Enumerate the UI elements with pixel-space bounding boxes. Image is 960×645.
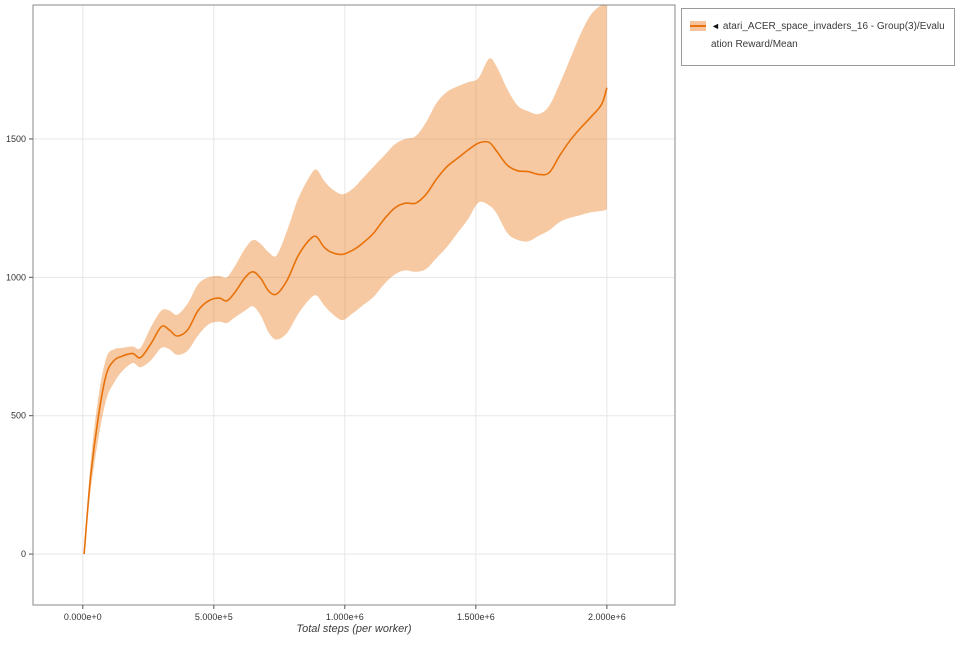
series-label: atari_ACER_space_invaders_16 - Group(3)/… — [711, 21, 945, 50]
x-tick-label: 1.500e+6 — [457, 612, 495, 622]
legend: ◄ atari_ACER_space_invaders_16 - Group(3)… — [681, 8, 955, 66]
x-tick-label: 0.000e+0 — [64, 612, 102, 622]
y-tick-label: 1000 — [6, 272, 26, 282]
axes: 0.000e+0 5.000e+5 1.000e+6 1.500e+6 2.000e+6… — [6, 134, 626, 622]
mean-line — [83, 87, 608, 555]
x-tick-label: 1.000e+6 — [326, 612, 364, 622]
legend-item[interactable]: ◄ atari_ACER_space_invaders_16 - Group(3)… — [690, 17, 946, 54]
series-swatch-icon — [690, 21, 706, 31]
y-tick-label: 0 — [21, 549, 26, 559]
y-tick-label: 500 — [11, 411, 26, 421]
x-tick-label: 2.000e+6 — [588, 612, 626, 622]
collapse-triangle-icon[interactable]: ◄ — [711, 21, 720, 31]
x-axis-title: Total steps (per worker) — [296, 623, 412, 635]
x-tick-label: 5.000e+5 — [195, 612, 233, 622]
gridlines — [33, 5, 675, 605]
plot-border — [32, 4, 676, 606]
legend-text-block: ◄ atari_ACER_space_invaders_16 - Group(3)… — [711, 17, 946, 54]
y-tick-label: 1500 — [6, 134, 26, 144]
confidence-band — [84, 4, 607, 555]
